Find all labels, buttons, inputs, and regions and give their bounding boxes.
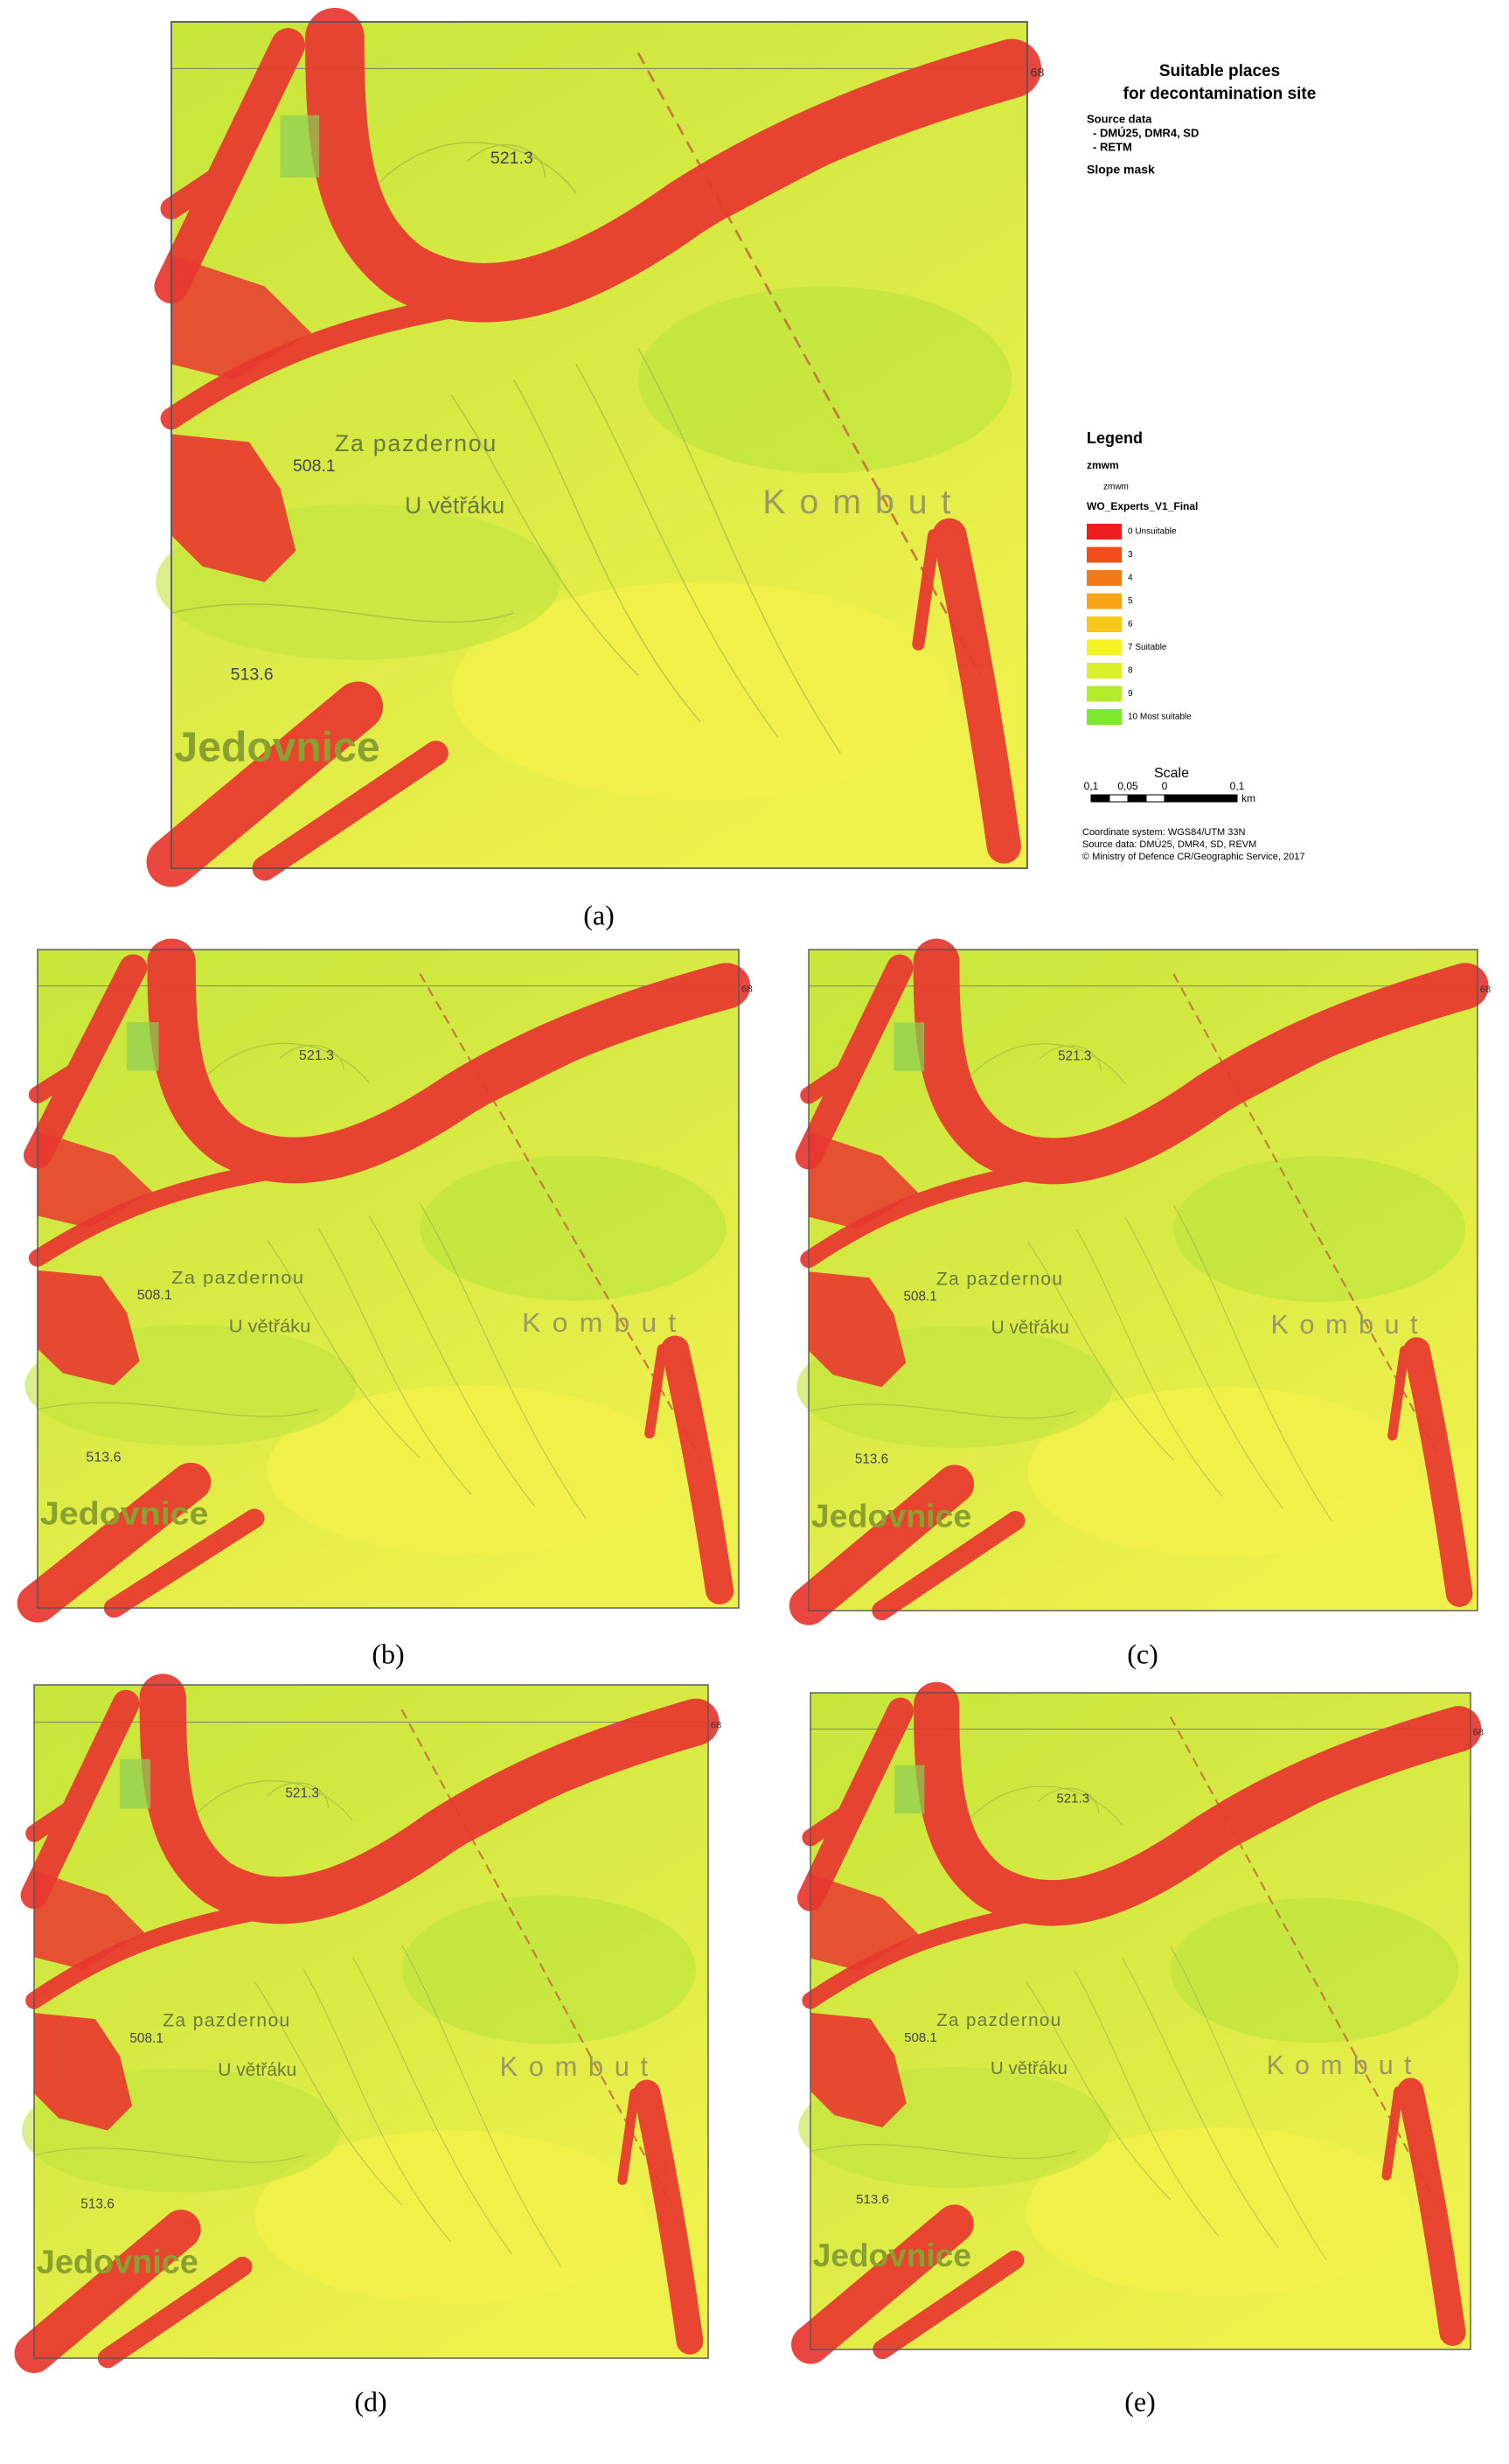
map-label: 521.3 bbox=[1058, 1048, 1091, 1063]
legend-text: Suitable places bbox=[1159, 62, 1280, 80]
map-label: 521.3 bbox=[1056, 1791, 1089, 1806]
map-label: Jedovnice bbox=[40, 1496, 209, 1533]
legend-swatch bbox=[1087, 639, 1122, 656]
legend-swatch bbox=[1087, 709, 1122, 725]
legend-text: Legend bbox=[1087, 429, 1143, 447]
map-label: 68 bbox=[741, 985, 753, 995]
map-label: Za pazdernou bbox=[936, 2010, 1061, 2030]
legend-text: 0,1 bbox=[1084, 780, 1099, 792]
map-label: Kombut bbox=[1271, 1310, 1429, 1340]
legend-text: - RETM bbox=[1093, 140, 1132, 153]
map-label: 508.1 bbox=[904, 2030, 937, 2045]
legend-swatch bbox=[1087, 616, 1122, 632]
map-label: 68 bbox=[711, 1721, 721, 1731]
map-label: Jedovnice bbox=[811, 1497, 972, 1534]
legend-swatch bbox=[1087, 663, 1122, 679]
map-label: 508.1 bbox=[293, 456, 336, 476]
map-label: Za pazdernou bbox=[936, 1270, 1063, 1290]
panel-caption: (d) bbox=[354, 2385, 386, 2417]
map-label: 521.3 bbox=[490, 149, 533, 168]
map-label: Za pazdernou bbox=[163, 2011, 290, 2031]
map-label: 513.6 bbox=[80, 2197, 115, 2212]
legend-text: 8 bbox=[1128, 666, 1133, 676]
map-label: 521.3 bbox=[299, 1048, 334, 1063]
legend-text: 0 bbox=[1162, 780, 1168, 792]
map-label: 521.3 bbox=[285, 1786, 319, 1801]
scale-bar bbox=[1090, 794, 1110, 803]
map-label: Jedovnice bbox=[37, 2244, 198, 2280]
legend-text: 4 bbox=[1128, 574, 1133, 583]
scale-bar bbox=[1109, 794, 1129, 803]
scale-bar bbox=[1145, 794, 1165, 803]
panel-caption: (e) bbox=[1124, 2385, 1156, 2417]
legend-text: WO_Experts_V1_Final bbox=[1087, 500, 1198, 512]
map-label: U větřáku bbox=[991, 1318, 1069, 1338]
map-label: U větřáku bbox=[991, 2058, 1067, 2078]
map-label: 68 bbox=[1031, 66, 1045, 80]
legend: Suitable places for decontamination site S… bbox=[1082, 62, 1316, 862]
map-label: Za pazdernou bbox=[335, 430, 497, 456]
legend-text: 0 Unsuitable bbox=[1128, 527, 1177, 537]
legend-text: Scale bbox=[1154, 766, 1189, 781]
legend-text: Coordinate system: WGS84/UTM 33N bbox=[1082, 827, 1246, 838]
map-label: Kombut bbox=[500, 2051, 659, 2082]
legend-text: Source data: DMÚ25, DMR4, SD, REVM bbox=[1082, 839, 1256, 850]
panel-caption: (a) bbox=[583, 899, 615, 930]
map-label: 513.6 bbox=[856, 2192, 889, 2207]
map-label: Jedovnice bbox=[175, 724, 380, 770]
legend-text: 0,05 bbox=[1117, 780, 1138, 792]
map-label: Za pazdernou bbox=[171, 1267, 304, 1287]
map-label: U větřáku bbox=[405, 492, 504, 519]
legend-text: 6 bbox=[1128, 620, 1133, 630]
map-label: 508.1 bbox=[137, 1288, 172, 1303]
map-label: 513.6 bbox=[231, 665, 274, 685]
legend-text: km bbox=[1241, 792, 1255, 804]
legend-text: Slope mask bbox=[1087, 163, 1155, 177]
map-label: U větřáku bbox=[218, 2060, 296, 2080]
legend-text: 3 bbox=[1128, 550, 1133, 560]
map-label: Jedovnice bbox=[813, 2237, 971, 2273]
legend-text: 9 bbox=[1128, 689, 1133, 699]
map-label: Kombut bbox=[522, 1308, 687, 1338]
map-label: 508.1 bbox=[129, 2031, 163, 2046]
map-label: 68 bbox=[1480, 985, 1491, 995]
map-label: 508.1 bbox=[903, 1289, 936, 1304]
map-label: Kombut bbox=[762, 484, 964, 521]
legend-text: for decontamination site bbox=[1123, 85, 1317, 103]
legend-text: zmwm bbox=[1087, 459, 1119, 471]
map-label: 513.6 bbox=[855, 1452, 888, 1467]
legend-text: © Ministry of Defence CR/Geographic Serv… bbox=[1082, 852, 1305, 862]
legend-text: 7 Suitable bbox=[1128, 643, 1167, 652]
panel-caption: (c) bbox=[1127, 1638, 1158, 1669]
legend-text: - DMÚ25, DMR4, SD bbox=[1093, 126, 1199, 139]
legend-text: 10 Most suitable bbox=[1128, 713, 1192, 722]
scale-bar bbox=[1127, 794, 1147, 803]
legend-swatch bbox=[1087, 593, 1122, 609]
legend-swatch bbox=[1087, 524, 1122, 539]
legend-swatch bbox=[1087, 546, 1122, 563]
legend-text: 5 bbox=[1128, 596, 1133, 606]
map-label: 513.6 bbox=[86, 1451, 121, 1465]
map-label: 68 bbox=[1473, 1727, 1484, 1737]
map-label: Kombut bbox=[1267, 2051, 1422, 2080]
map-label: U větřáku bbox=[229, 1316, 311, 1336]
legend-swatch bbox=[1087, 686, 1122, 702]
panel-caption: (b) bbox=[372, 1638, 404, 1669]
scale-bar bbox=[1164, 794, 1238, 803]
legend-text: 0,1 bbox=[1230, 780, 1245, 792]
legend-text: Source data bbox=[1087, 112, 1152, 125]
legend-text: zmwm bbox=[1103, 483, 1129, 492]
legend-swatch bbox=[1087, 570, 1122, 586]
